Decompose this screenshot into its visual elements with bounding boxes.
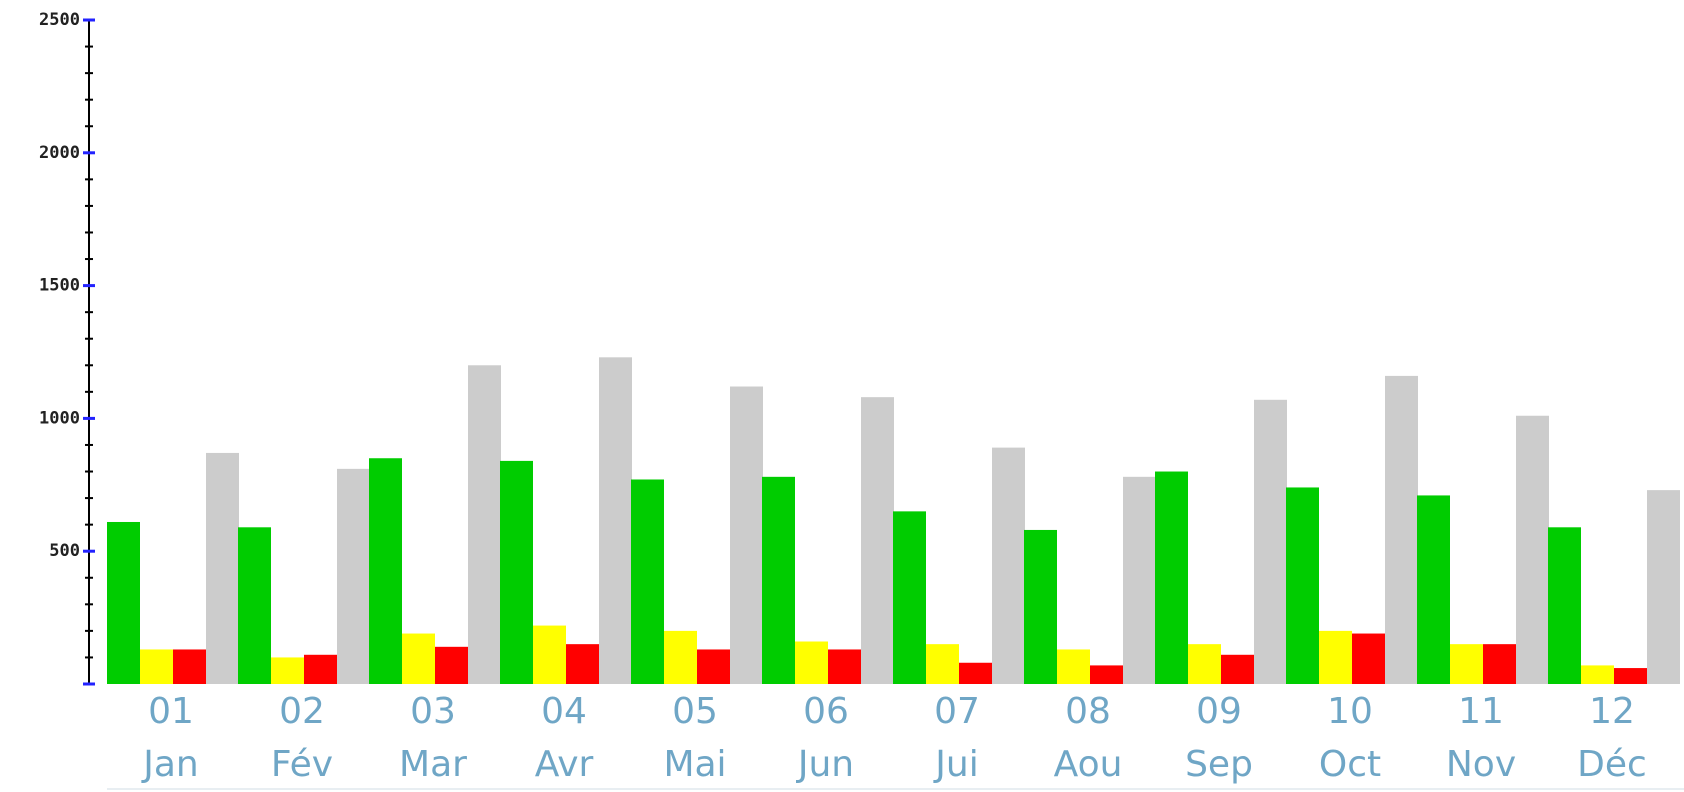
bar bbox=[1450, 644, 1483, 684]
bar bbox=[959, 662, 992, 684]
x-tick-sublabel: Oct bbox=[1319, 744, 1381, 785]
bar bbox=[1548, 527, 1581, 684]
bar bbox=[631, 479, 664, 684]
bar bbox=[402, 633, 435, 684]
x-tick-sublabel: Nov bbox=[1446, 744, 1516, 785]
x-tick-sublabel: Jui bbox=[933, 744, 978, 785]
x-tick-label: 12 bbox=[1589, 691, 1635, 732]
bar bbox=[304, 654, 337, 684]
bar bbox=[1123, 476, 1156, 684]
x-tick-label: 03 bbox=[410, 691, 456, 732]
bar bbox=[926, 644, 959, 684]
x-tick-sublabel: Mai bbox=[663, 744, 726, 785]
y-tick-label: 2000 bbox=[39, 143, 80, 163]
x-tick-label: 04 bbox=[541, 691, 587, 732]
bar bbox=[566, 644, 599, 684]
bar bbox=[1155, 471, 1188, 684]
bar bbox=[1221, 654, 1254, 684]
bar bbox=[1581, 665, 1614, 684]
x-tick-sublabel: Déc bbox=[1577, 744, 1647, 785]
bar bbox=[762, 476, 795, 684]
x-tick-sublabel: Fév bbox=[271, 744, 333, 785]
bar bbox=[1319, 630, 1352, 684]
x-tick-sublabel: Mar bbox=[399, 744, 467, 785]
bar bbox=[1024, 529, 1057, 684]
y-tick-label: 500 bbox=[49, 541, 80, 561]
bar bbox=[140, 649, 173, 684]
bar bbox=[173, 649, 206, 684]
bar bbox=[1090, 665, 1123, 684]
x-tick-sublabel: Jan bbox=[141, 744, 199, 785]
bar bbox=[697, 649, 730, 684]
x-tick-sublabel: Avr bbox=[535, 744, 594, 785]
bar bbox=[795, 641, 828, 684]
bar bbox=[1647, 490, 1680, 684]
bar bbox=[468, 365, 501, 684]
x-tick-label: 09 bbox=[1196, 691, 1242, 732]
bar bbox=[435, 646, 468, 684]
bar bbox=[1188, 644, 1221, 684]
x-tick-label: 08 bbox=[1065, 691, 1111, 732]
x-tick-sublabel: Sep bbox=[1185, 744, 1253, 785]
x-tick-sublabel: Aou bbox=[1054, 744, 1123, 785]
bar bbox=[599, 357, 632, 684]
y-tick-label: 1500 bbox=[39, 276, 80, 296]
bar bbox=[730, 386, 763, 684]
bar bbox=[1385, 375, 1418, 684]
bar bbox=[1614, 668, 1647, 684]
x-tick-label: 06 bbox=[803, 691, 849, 732]
x-tick-label: 05 bbox=[672, 691, 718, 732]
x-tick-label: 11 bbox=[1458, 691, 1504, 732]
bar bbox=[238, 527, 271, 684]
bar bbox=[1286, 487, 1319, 684]
bar bbox=[992, 447, 1025, 684]
bar bbox=[1483, 644, 1516, 684]
x-tick-label: 10 bbox=[1327, 691, 1373, 732]
y-tick-label: 1000 bbox=[39, 408, 80, 428]
bar bbox=[828, 649, 861, 684]
x-tick-sublabel: Jun bbox=[796, 744, 854, 785]
bar bbox=[1254, 399, 1287, 684]
bar bbox=[337, 468, 370, 684]
x-tick-label: 01 bbox=[148, 691, 194, 732]
bar bbox=[369, 458, 402, 684]
bar bbox=[893, 511, 926, 684]
bar bbox=[1352, 633, 1385, 684]
bar bbox=[861, 397, 894, 684]
bar bbox=[500, 460, 533, 684]
bar bbox=[271, 657, 304, 684]
bar bbox=[1057, 649, 1090, 684]
bar bbox=[664, 630, 697, 684]
bar bbox=[1516, 415, 1549, 684]
y-tick-label: 2500 bbox=[39, 10, 80, 30]
bar bbox=[107, 521, 140, 684]
bar bbox=[206, 452, 239, 684]
x-tick-label: 07 bbox=[934, 691, 980, 732]
x-tick-label: 02 bbox=[279, 691, 325, 732]
bar bbox=[1417, 495, 1450, 684]
bar bbox=[533, 625, 566, 684]
